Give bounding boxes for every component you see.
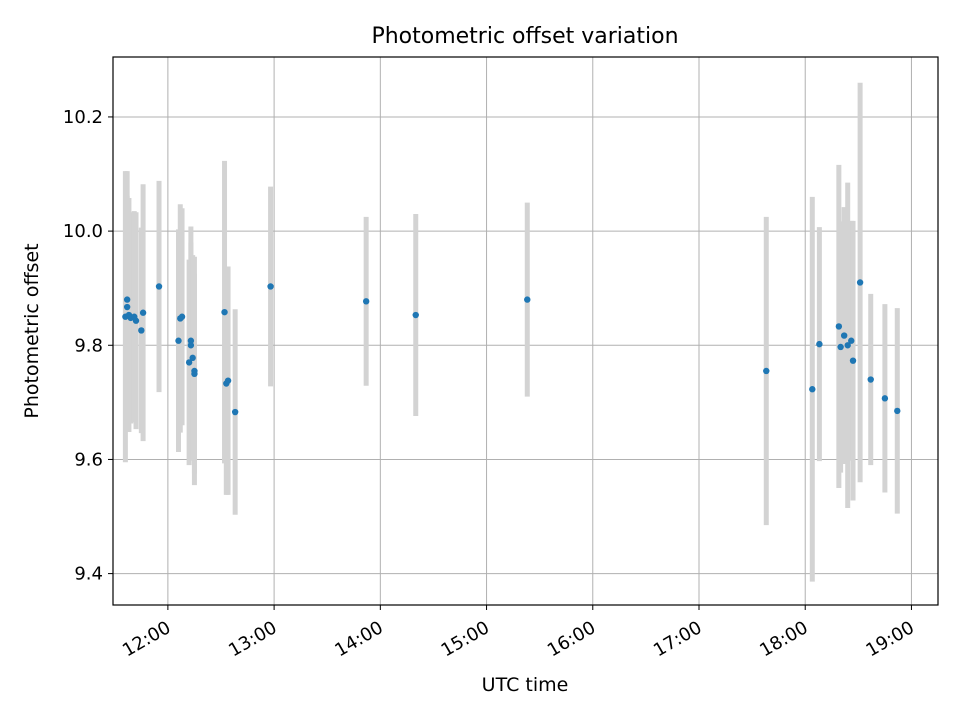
data-point [175,337,182,344]
data-point [835,323,843,330]
data-point [267,283,274,290]
data-point [856,279,864,286]
data-point [224,377,232,384]
data-point [809,386,816,393]
data-point [155,283,163,290]
data-point [848,337,855,344]
data-point [840,332,848,339]
y-ticks: 9.4 9.6 9.8 10.0 10.2 [63,107,113,585]
y-tick-label: 9.6 [74,449,103,470]
data-point [132,317,140,324]
data-point [178,313,186,320]
plot-frame [112,56,939,606]
data-point [138,327,145,334]
data-point [185,359,193,366]
data-point [221,308,228,316]
data-point [191,370,198,378]
y-axis-label: Photometric offset [21,243,43,418]
y-tick-label: 9.8 [74,335,103,356]
data-points [122,279,901,416]
data-point [362,298,370,305]
data-point [123,296,131,303]
data-point [867,376,874,383]
data-point [524,296,531,303]
data-point [837,343,844,351]
y-tick-label: 10.2 [63,107,103,128]
y-tick-label: 10.0 [63,221,103,242]
data-point [139,309,147,316]
data-point [123,303,131,311]
data-point [849,357,857,364]
data-point [412,311,419,319]
data-point [844,342,851,349]
data-point [189,354,196,362]
data-point [894,407,901,415]
data-point [816,340,823,348]
chart-title: Photometric offset variation [371,24,678,49]
data-point [763,367,770,375]
data-point [231,408,239,416]
y-tick-label: 9.4 [74,564,103,585]
data-point [187,342,195,349]
x-axis-label: UTC time [482,674,569,696]
data-point [187,337,195,344]
data-point [881,395,889,402]
